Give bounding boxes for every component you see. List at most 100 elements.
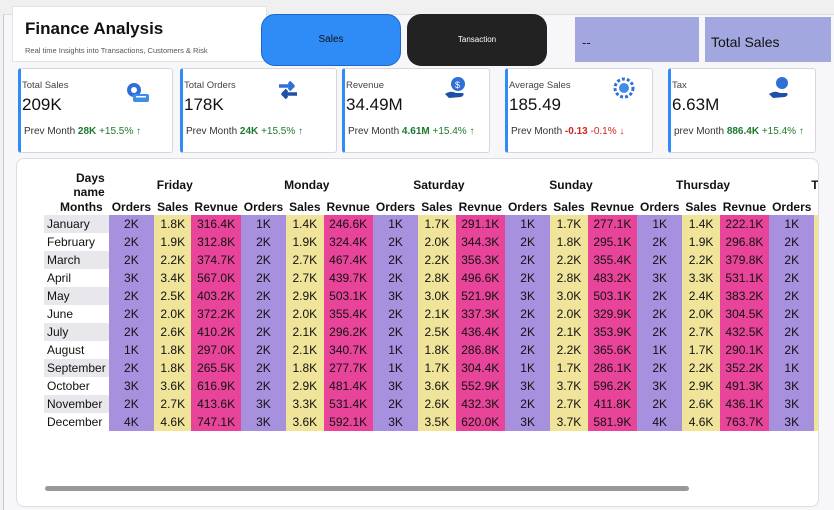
matrix-cell: 531.1K: [719, 269, 770, 287]
matrix-cell: 2.3K: [814, 287, 818, 305]
transaction-page-button[interactable]: Tansaction: [407, 14, 547, 66]
table-row: October 3K 3.6K 616.9K 2K 2.9K 481.4K 3K 3.6K 552…: [44, 377, 818, 395]
matrix-cell: 2K: [108, 251, 155, 269]
matrix-cell: 2K: [240, 233, 287, 251]
sales-page-button[interactable]: Sales: [261, 14, 401, 66]
matrix-cell: 552.9K: [455, 377, 505, 395]
matrix-cell: 2.0K: [418, 233, 456, 251]
kpi-prev-month: Prev Month 28K +15.5% ↑: [24, 126, 141, 137]
matrix-cell: 2K: [637, 323, 683, 341]
matrix-cell: 2.1K: [286, 323, 324, 341]
matrix-cell: 2K: [637, 251, 683, 269]
matrix-cell: 352.2K: [719, 359, 770, 377]
kpi-prev-month: Prev Month 24K +15.5% ↑: [186, 126, 303, 137]
matrix-cell: 411.8K: [587, 395, 638, 413]
matrix-cell: 2.7K: [550, 395, 588, 413]
filter-slicer[interactable]: --: [575, 17, 699, 62]
matrix-cell: 2K: [240, 341, 287, 359]
matrix-cell: 3.1K: [814, 377, 818, 395]
measure-header: Revnue: [194, 200, 238, 214]
title-card: Finance Analysis Real time Insights into…: [12, 6, 267, 62]
total-sales-label-box: Total Sales: [705, 17, 831, 62]
table-row: February 2K 1.9K 312.8K 2K 1.9K 324.4K 2K 2.0K 34…: [44, 233, 818, 251]
matrix-cell: 496.6K: [455, 269, 505, 287]
horizontal-scrollbar[interactable]: [45, 486, 689, 491]
matrix-cell: 2.1K: [286, 341, 324, 359]
kpi-label: Total Sales: [22, 80, 69, 91]
matrix-cell: 1K: [504, 215, 551, 233]
matrix-cell: 1.8K: [154, 341, 192, 359]
kpi-value: 178K: [184, 95, 224, 114]
matrix-cell: 1.8K: [154, 359, 192, 377]
matrix-cell: 1.8K: [418, 341, 456, 359]
matrix-cell: 567.0K: [191, 269, 241, 287]
measure-header: Sales: [421, 200, 453, 214]
kpi-prev-month: prev Month 886.4K +15.4% ↑: [674, 126, 804, 137]
matrix-cell: 353.9K: [587, 323, 638, 341]
matrix-cell: 2K: [240, 323, 287, 341]
matrix-cell: 340.7K: [323, 341, 373, 359]
day-header: Friday: [156, 178, 193, 192]
matrix-cell: 491.3K: [719, 377, 770, 395]
matrix-cell: 2K: [108, 233, 155, 251]
exchange-arrows-icon: [279, 80, 297, 100]
matrix-cell: 439.7K: [323, 269, 373, 287]
prev-label: Prev Month: [186, 126, 238, 137]
matrix-cell: 2K: [240, 251, 287, 269]
matrix-cell: 1.7K: [550, 215, 588, 233]
matrix-cell: 2.8K: [814, 269, 818, 287]
matrix-cell: 379.8K: [719, 251, 770, 269]
measure-header: Revnue: [590, 200, 635, 214]
matrix-cell: 2K: [108, 359, 155, 377]
matrix-cell: 265.5K: [191, 359, 241, 377]
matrix-cell: 2K: [108, 395, 155, 413]
month-label: April: [47, 271, 72, 285]
matrix-cell: 2.7K: [286, 251, 324, 269]
matrix-cell: 2K: [769, 341, 815, 359]
matrix-cell: 2K: [504, 305, 551, 323]
dollar-gear-icon: [613, 77, 635, 99]
table-row: August 1K 1.8K 297.0K 2K 2.1K 340.7K 1K 1.8K 286.…: [44, 341, 818, 359]
matrix-cell: 2K: [637, 305, 683, 323]
matrix-cell: 481.4K: [323, 377, 373, 395]
matrix-cell: 374.7K: [191, 251, 241, 269]
matrix-cell: 2.9K: [286, 287, 324, 305]
matrix-cell: 365.6K: [587, 341, 638, 359]
matrix-cell: 3K: [372, 287, 419, 305]
table-row: March 2K 2.2K 374.7K 2K 2.7K 467.4K 2K 2.2K 356.3…: [44, 251, 818, 269]
month-label: May: [44, 287, 109, 305]
matrix-cell: 4.6K: [682, 413, 720, 431]
matrix-cell: 3K: [108, 377, 155, 395]
matrix-cell: 2.7K: [154, 395, 192, 413]
matrix-cell: 1.8K: [286, 359, 324, 377]
prev-label: prev Month: [674, 126, 725, 137]
matrix-cell: 2K: [769, 269, 815, 287]
matrix-cell: 2.5K: [154, 287, 192, 305]
matrix-cell: 410.2K: [191, 323, 241, 341]
measure-header-row: Months Orders Sales Revnue Orders Sales Revnu…: [44, 199, 818, 215]
kpi-prev-month: Prev Month -0.13 -0.1% ↓: [511, 126, 624, 137]
day-header: Monday: [284, 178, 330, 192]
prev-value: 4.61M: [401, 126, 430, 137]
matrix-cell: 2.9K: [286, 377, 324, 395]
matrix-cell: 296.8K: [719, 233, 770, 251]
matrix-cell: 2K: [372, 323, 419, 341]
matrix-cell: 295.1K: [587, 233, 638, 251]
measure-header: Revnue: [722, 200, 767, 214]
matrix-cell: 277.7K: [323, 359, 373, 377]
matrix-cell: 581.9K: [587, 413, 638, 431]
matrix-cell: 2K: [372, 251, 419, 269]
matrix-cell: 2K: [504, 233, 551, 251]
matrix-cell: 1.8K: [550, 233, 588, 251]
matrix-cell: 2K: [637, 359, 683, 377]
matrix-cell: 2K: [769, 323, 815, 341]
kpi-label: Total Orders: [184, 80, 236, 91]
matrix-cell: 2K: [108, 287, 155, 305]
matrix-cell: 4K: [637, 413, 683, 431]
matrix-cell: 2K: [504, 395, 551, 413]
matrix-cell: 1K: [108, 341, 155, 359]
matrix-cell: 2.6K: [682, 395, 720, 413]
matrix-cell: 2.6K: [154, 323, 192, 341]
table-row: January 2K 1.8K 316.4K 1K 1.4K 246.6K 1K 1.7K 291…: [44, 215, 818, 233]
matrix-cell: 3.6K: [418, 377, 456, 395]
